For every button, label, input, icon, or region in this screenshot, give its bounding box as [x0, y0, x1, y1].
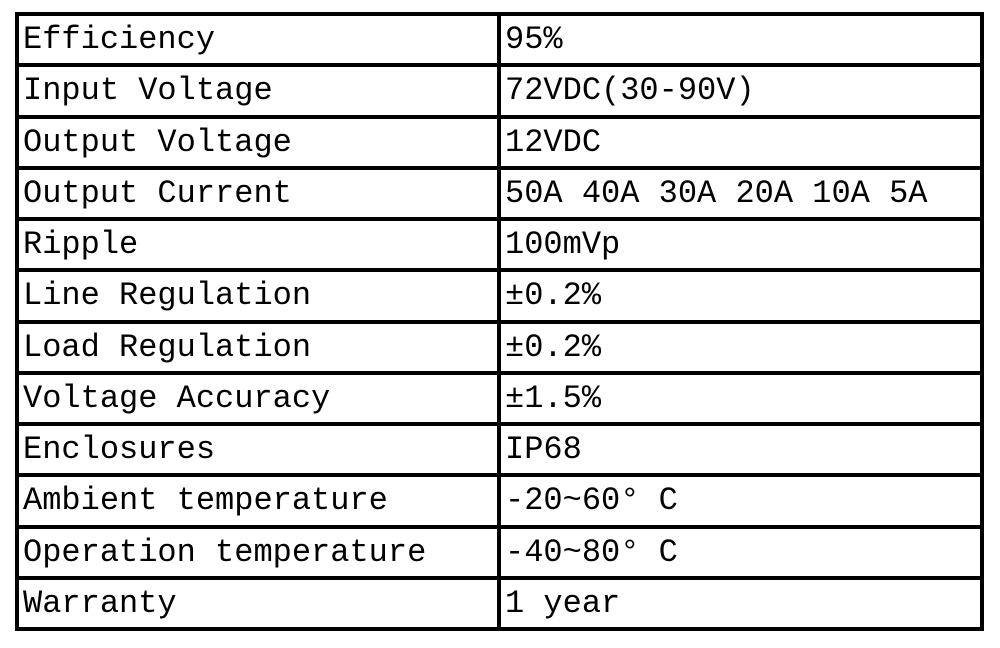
- table-row: Enclosures IP68: [15, 421, 984, 478]
- table-row: Output Voltage 12VDC: [15, 114, 984, 170]
- spec-value: 1 year: [497, 575, 984, 632]
- table-row: Operation temperature -40~80° C: [15, 524, 984, 580]
- table-row: Warranty 1 year: [15, 575, 984, 632]
- spec-label: Efficiency: [15, 11, 501, 68]
- spec-label: Output Current: [15, 165, 501, 222]
- spec-value: IP68: [497, 421, 984, 478]
- table-row: Output Current 50A 40A 30A 20A 10A 5A: [15, 165, 984, 222]
- spec-label: Load Regulation: [15, 319, 501, 375]
- spec-value: 95%: [497, 11, 984, 68]
- spec-label: Line Regulation: [15, 268, 501, 324]
- spec-value: 100mVp: [497, 216, 984, 273]
- spec-value: 72VDC(30-90V): [497, 63, 984, 119]
- spec-value: 12VDC: [497, 114, 984, 170]
- spec-value: 50A 40A 30A 20A 10A 5A: [497, 165, 984, 222]
- spec-label: Enclosures: [15, 421, 501, 478]
- spec-label: Ambient temperature: [15, 473, 501, 529]
- table-row: Ripple 100mVp: [15, 216, 984, 273]
- spec-label: Operation temperature: [15, 524, 501, 580]
- spec-label: Warranty: [15, 575, 501, 632]
- table-body: Efficiency 95% Input Voltage 72VDC(30-90V) O…: [15, 11, 984, 632]
- spec-value: -40~80° C: [497, 524, 984, 580]
- spec-value: ±0.2%: [497, 319, 984, 375]
- table-row: Ambient temperature -20~60° C: [15, 473, 984, 529]
- spec-table: Efficiency 95% Input Voltage 72VDC(30-90V) O…: [15, 11, 984, 632]
- spec-label: Input Voltage: [15, 63, 501, 119]
- table-row: Load Regulation ±0.2%: [15, 319, 984, 375]
- spec-value: ±1.5%: [497, 370, 984, 427]
- spec-value: -20~60° C: [497, 473, 984, 529]
- table-row: Line Regulation ±0.2%: [15, 268, 984, 324]
- spec-label: Ripple: [15, 216, 501, 273]
- table-row: Voltage Accuracy ±1.5%: [15, 370, 984, 427]
- spec-label: Voltage Accuracy: [15, 370, 501, 427]
- table-row: Efficiency 95%: [15, 11, 984, 68]
- table-row: Input Voltage 72VDC(30-90V): [15, 63, 984, 119]
- spec-value: ±0.2%: [497, 268, 984, 324]
- spec-label: Output Voltage: [15, 114, 501, 170]
